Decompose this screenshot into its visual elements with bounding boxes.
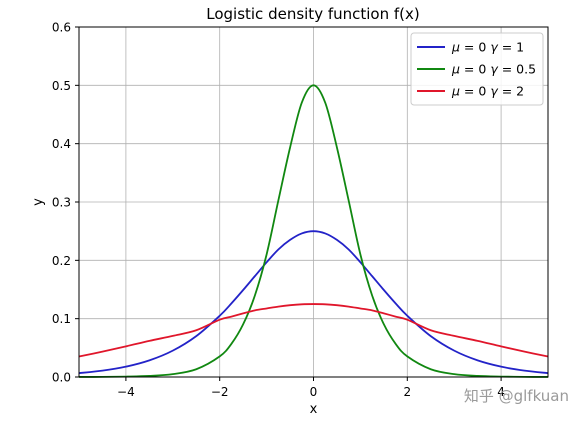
legend: μ = 0 γ = 1 μ = 0 γ = 0.5 μ = 0 γ = 2 (410, 32, 544, 106)
y-tick-label-2: 0.2 (52, 254, 71, 268)
y-axis-label: y (31, 198, 46, 206)
series-line-1 (78, 230, 549, 375)
legend-label-series-2: μ = 0 γ = 0.5 (451, 62, 536, 77)
series-line-2 (78, 84, 549, 378)
x-axis: −4 −2 0 2 4 (117, 377, 505, 399)
y-tick-label-1: 0.1 (52, 312, 71, 326)
legend-label-series-3: μ = 0 γ = 2 (451, 84, 524, 99)
x-tick-label-1: −2 (211, 385, 229, 399)
legend-label-series-1: μ = 0 γ = 1 (451, 40, 524, 55)
y-tick-label-3: 0.3 (52, 196, 71, 210)
watermark: 知乎 @glfkuan (464, 387, 569, 405)
x-tick-label-2: 0 (310, 385, 318, 399)
y-axis: 0.0 0.1 0.2 0.3 0.4 0.5 0.6 (52, 21, 79, 385)
y-tick-label-6: 0.6 (52, 21, 71, 35)
x-tick-label-0: −4 (117, 385, 135, 399)
legend-box (410, 32, 544, 106)
chart-title: Logistic density function f(x) (206, 5, 420, 23)
x-axis-label: x (310, 402, 318, 417)
series-lines (78, 84, 549, 378)
x-tick-label-4: 4 (497, 385, 505, 399)
y-tick-label-4: 0.4 (52, 137, 71, 151)
y-tick-label-5: 0.5 (52, 79, 71, 93)
x-tick-label-3: 2 (403, 385, 411, 399)
y-tick-label-0: 0.0 (52, 371, 71, 385)
series-line-3 (78, 303, 549, 358)
